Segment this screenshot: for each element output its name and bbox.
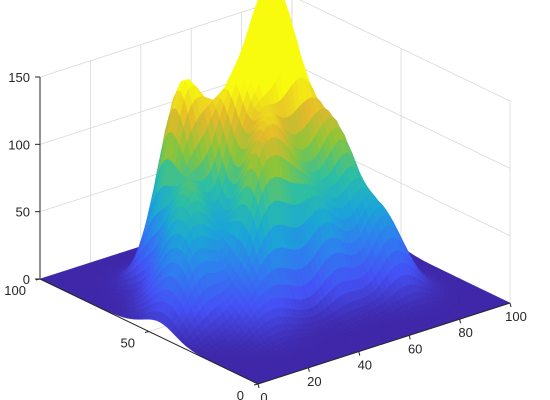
x-tick-label: 40 xyxy=(358,358,372,373)
x-tick-label: 20 xyxy=(307,374,321,389)
y-tick-mark xyxy=(253,383,259,386)
grid-line xyxy=(39,0,281,78)
x-tick-mark xyxy=(509,302,512,308)
z-tick-label: 150 xyxy=(8,70,30,85)
x-tick-mark xyxy=(307,367,310,372)
x-tick-label: 100 xyxy=(505,309,527,324)
x-tick-mark xyxy=(257,383,260,389)
y-tick-label: 50 xyxy=(121,336,135,351)
x-tick-label: 60 xyxy=(408,341,422,356)
x-axis-line xyxy=(257,302,511,385)
surface-layer xyxy=(39,0,511,385)
y-tick-label: 0 xyxy=(237,388,244,400)
surface-patch xyxy=(267,0,271,6)
y-tick-label: 100 xyxy=(4,283,26,298)
y-tick-mark xyxy=(144,331,150,333)
z-tick-label: 50 xyxy=(16,205,30,220)
z-tick-label: 100 xyxy=(8,137,30,152)
x-tick-label: 80 xyxy=(458,325,472,340)
axis-layer xyxy=(35,76,512,389)
grid-line xyxy=(299,0,511,102)
grid-line xyxy=(291,62,511,169)
x-tick-mark xyxy=(358,351,361,356)
z-tick-label: 0 xyxy=(23,272,30,287)
x-tick-mark xyxy=(408,335,411,340)
x-tick-mark xyxy=(459,319,462,324)
x-tick-label: 0 xyxy=(260,390,267,400)
